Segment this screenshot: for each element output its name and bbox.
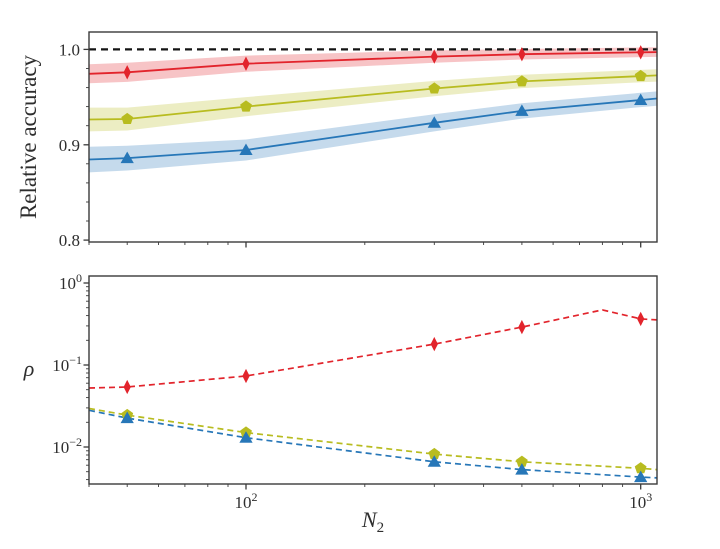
band-red-diamond <box>89 47 657 84</box>
marker-thin-diamond <box>430 49 438 64</box>
ylabel-rho: ρ <box>23 356 35 381</box>
marker-pentagon <box>634 69 647 82</box>
marker-thin-diamond <box>242 56 250 71</box>
plot-area <box>89 309 657 483</box>
marker-thin-diamond <box>430 336 438 352</box>
marker-triangle-up <box>634 93 648 105</box>
marker-thin-diamond <box>123 379 131 395</box>
marker-thin-diamond <box>518 47 526 62</box>
marker-triangle-up <box>120 411 134 424</box>
ytick-label: 10−2 <box>52 435 82 457</box>
rho-plot: 100 10−1 10−2 102 103 <box>52 271 658 512</box>
marker-triangle-up <box>239 143 253 155</box>
axes-spines <box>88 275 658 485</box>
marker-thin-diamond <box>637 311 645 327</box>
ylabel-relative-accuracy: Relative accuracy <box>16 54 41 219</box>
axes-spines <box>88 31 658 243</box>
ytick-label: 1.0 <box>59 40 80 59</box>
marker-triangle-up <box>515 104 529 116</box>
marker-thin-diamond <box>242 368 250 384</box>
marker-pentagon <box>240 100 252 112</box>
markers-red-diamond <box>123 311 645 395</box>
ytick-label: 0.9 <box>59 136 80 155</box>
xtick-label: 102 <box>235 490 258 512</box>
marker-triangle-up <box>120 151 134 164</box>
markers-blue-triangle <box>120 93 648 164</box>
relative-accuracy-plot: 0.8 0.9 1.0 <box>59 31 658 250</box>
marker-pentagon <box>121 112 134 124</box>
marker-thin-diamond <box>637 45 645 60</box>
marker-pentagon <box>516 75 528 87</box>
band-olive-pentagon <box>89 69 657 132</box>
markers-olive-pentagon <box>121 69 647 124</box>
marker-triangle-up <box>634 470 648 483</box>
tick-labels: 0.8 0.9 1.0 <box>59 40 80 250</box>
marker-triangle-up <box>515 463 529 475</box>
ytick-label: 0.8 <box>59 231 80 250</box>
marker-thin-diamond <box>518 319 526 335</box>
marker-triangle-up <box>427 455 441 467</box>
line-red-diamond <box>89 309 657 389</box>
tick-labels: 100 10−1 10−2 102 103 <box>52 271 652 512</box>
ticks <box>83 48 642 248</box>
plot-area <box>89 45 657 173</box>
xtick-label: 103 <box>629 490 652 512</box>
xlabel-n2: N2 <box>361 507 384 536</box>
ytick-label: 10−1 <box>52 353 82 375</box>
markers-blue-triangle <box>120 411 648 483</box>
ticks <box>83 282 642 490</box>
ytick-label: 100 <box>59 271 82 293</box>
markers-red-diamond <box>123 45 645 80</box>
marker-thin-diamond <box>123 65 131 80</box>
marker-pentagon <box>428 82 441 94</box>
marker-triangle-up <box>427 116 441 128</box>
marker-triangle-up <box>239 431 253 443</box>
